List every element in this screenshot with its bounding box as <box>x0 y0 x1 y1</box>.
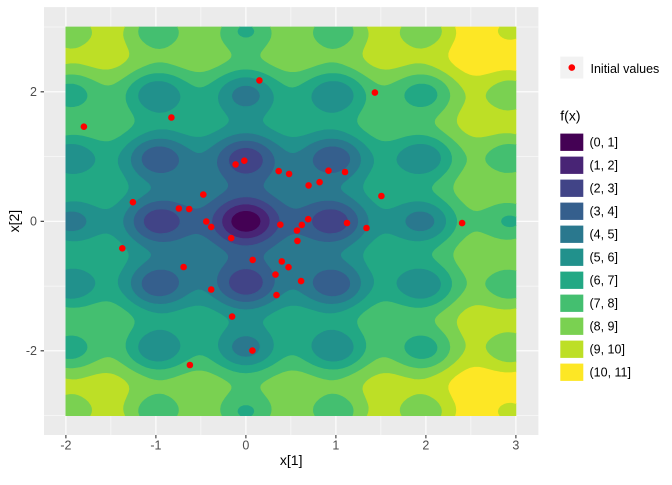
svg-text:(7, 8]: (7, 8] <box>590 297 619 311</box>
svg-text:1: 1 <box>332 439 339 453</box>
svg-text:-2: -2 <box>60 439 71 453</box>
svg-text:(9, 10]: (9, 10] <box>590 343 625 357</box>
svg-text:(10, 11]: (10, 11] <box>590 366 631 380</box>
svg-text:3: 3 <box>512 439 519 453</box>
svg-text:(2, 3]: (2, 3] <box>590 182 619 196</box>
svg-text:(1, 2]: (1, 2] <box>590 159 619 173</box>
svg-text:(3, 4]: (3, 4] <box>590 205 619 219</box>
svg-text:-1: -1 <box>150 439 161 453</box>
svg-text:(0, 1]: (0, 1] <box>590 136 619 150</box>
svg-text:-2: -2 <box>26 344 37 358</box>
svg-text:x[1]: x[1] <box>280 452 303 468</box>
svg-text:(4, 5]: (4, 5] <box>590 228 619 242</box>
svg-text:Initial values: Initial values <box>591 62 660 76</box>
svg-text:0: 0 <box>242 439 249 453</box>
svg-text:2: 2 <box>422 439 429 453</box>
svg-text:x[2]: x[2] <box>6 210 22 233</box>
svg-text:(5, 6]: (5, 6] <box>590 251 619 265</box>
svg-text:(8, 9]: (8, 9] <box>590 320 619 334</box>
svg-text:f(x): f(x) <box>560 108 580 124</box>
svg-text:2: 2 <box>30 85 37 99</box>
svg-text:0: 0 <box>30 215 37 229</box>
svg-text:(6, 7]: (6, 7] <box>590 274 619 288</box>
